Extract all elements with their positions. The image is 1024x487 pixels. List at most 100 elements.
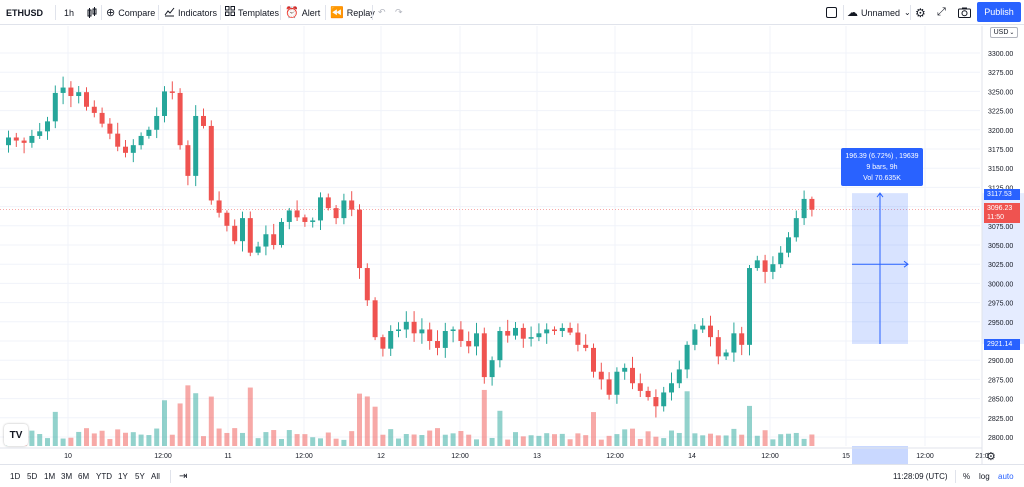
bottom-divider xyxy=(170,470,171,483)
log-toggle[interactable]: log xyxy=(979,472,990,481)
percent-toggle[interactable]: % xyxy=(963,472,971,481)
candle-body xyxy=(715,337,721,357)
goto-date-icon[interactable]: ⇥ xyxy=(179,471,188,482)
candle-body xyxy=(474,333,479,347)
volume-bar xyxy=(489,437,495,446)
candle-body xyxy=(458,329,464,341)
candle-body xyxy=(770,264,776,272)
alarm-clock-icon: ⏰ xyxy=(285,7,299,19)
range-button-ytd[interactable]: YTD xyxy=(96,472,112,481)
price-tick-label: 3150.00 xyxy=(988,166,1013,173)
toolbar-divider xyxy=(101,5,102,20)
volume-bar xyxy=(380,434,386,446)
undo-icon[interactable]: ↶ xyxy=(378,7,386,17)
time-tick-label: 12:00 xyxy=(761,453,779,460)
chart-settings-gear-icon[interactable]: ⚙ xyxy=(986,451,996,463)
volume-bar xyxy=(177,403,183,446)
candle-body xyxy=(552,329,557,332)
candle-body xyxy=(575,332,581,345)
checkbox-square-icon[interactable] xyxy=(826,0,837,25)
arrow-right-icon xyxy=(903,260,909,268)
gear-icon[interactable]: ⚙ xyxy=(915,5,926,20)
candle-body xyxy=(193,115,199,176)
volume-bar xyxy=(591,412,596,446)
range-button-5y[interactable]: 5Y xyxy=(135,472,145,481)
candle-body xyxy=(778,252,784,265)
candle-body xyxy=(232,225,238,242)
range-button-6m[interactable]: 6M xyxy=(78,472,90,481)
candle-body xyxy=(793,218,799,238)
candle-body xyxy=(630,367,635,384)
indicators-button[interactable]: Indicators xyxy=(164,0,217,25)
time-tick-label: 12 xyxy=(377,453,385,460)
candle-body xyxy=(123,146,128,153)
fullscreen-icon[interactable]: ⤢ xyxy=(937,6,946,18)
candle-body xyxy=(6,137,11,146)
volume-bar xyxy=(692,433,698,446)
publish-button[interactable]: Publish xyxy=(977,2,1021,22)
volume-bar xyxy=(474,439,479,446)
candle-body xyxy=(622,367,628,372)
camera-icon[interactable] xyxy=(958,0,971,25)
currency-select[interactable]: USD ⌄ xyxy=(990,27,1018,38)
candle-body xyxy=(700,325,706,330)
volume-bar xyxy=(739,434,745,446)
last-price-value: 3096.23 xyxy=(987,205,1013,212)
volume-bar xyxy=(388,429,394,446)
range-button-3m[interactable]: 3M xyxy=(61,472,73,481)
price-tick-label: 3050.00 xyxy=(988,243,1013,250)
utc-clock[interactable]: 11:28:09 (UTC) xyxy=(893,472,948,481)
volume-bar xyxy=(403,434,409,446)
volume-bar xyxy=(450,433,456,446)
symbol-search-button[interactable]: ETHUSD xyxy=(6,7,44,18)
replay-button[interactable]: ⏪ Replay xyxy=(330,0,375,25)
measure-low-label: 2921.14 xyxy=(984,339,1020,350)
candle-body xyxy=(364,268,370,301)
templates-button[interactable]: Templates xyxy=(225,0,279,25)
redo-icon[interactable]: ↷ xyxy=(395,7,403,17)
auto-scale-toggle[interactable]: auto xyxy=(998,472,1014,481)
chart-pane[interactable]: 3300.00 3275.00 3250.00 3225.00 3200.00 3175.… xyxy=(0,26,1024,464)
candle-body xyxy=(310,220,316,222)
volume-bar xyxy=(130,432,136,446)
range-button-1y[interactable]: 1Y xyxy=(118,472,128,481)
measure-tooltip: 196.39 (6.72%) , 19639 9 bars, 9h Vol 70… xyxy=(841,148,923,186)
candle-body xyxy=(544,329,550,334)
price-tick-label: 2800.00 xyxy=(988,435,1013,442)
volume-bar xyxy=(107,439,113,446)
interval-button[interactable]: 1h xyxy=(64,7,75,18)
tradingview-logo-icon[interactable]: TV xyxy=(4,424,28,446)
candle-body xyxy=(216,200,222,213)
volume-bar xyxy=(630,428,635,446)
candle-body xyxy=(567,327,573,333)
price-chart[interactable]: 3300.00 3275.00 3250.00 3225.00 3200.00 3175.… xyxy=(0,26,1024,464)
volume-bar xyxy=(279,439,284,446)
volume-bar xyxy=(411,434,417,446)
candle-body xyxy=(520,327,526,339)
volume-bar xyxy=(809,434,815,446)
volume-bar xyxy=(318,438,323,446)
candle-body xyxy=(247,218,253,253)
candle-body xyxy=(357,209,362,269)
candle-body xyxy=(583,344,589,348)
candle-body xyxy=(396,329,401,332)
volume-bar xyxy=(240,432,245,446)
volume-bar xyxy=(552,434,557,446)
layout-button[interactable]: ☁ Unnamed ⌄ xyxy=(847,0,911,25)
compare-button[interactable]: ⊕ Compare xyxy=(106,0,155,25)
grid-icon xyxy=(225,6,235,19)
candles-icon[interactable] xyxy=(86,0,98,25)
range-button-all[interactable]: All xyxy=(151,472,160,481)
toolbar-divider xyxy=(55,5,56,20)
volume-bar xyxy=(115,429,121,446)
measure-high-label: 3117.53 xyxy=(984,189,1020,200)
price-tick-label: 3275.00 xyxy=(988,70,1013,77)
candle-body xyxy=(208,125,214,201)
candle-body xyxy=(614,371,620,395)
range-button-1d[interactable]: 1D xyxy=(10,472,21,481)
range-button-1m[interactable]: 1M xyxy=(44,472,56,481)
alert-button[interactable]: ⏰ Alert xyxy=(285,0,320,25)
candle-body xyxy=(380,337,386,349)
volume-bar xyxy=(786,433,791,446)
range-button-5d[interactable]: 5D xyxy=(27,472,38,481)
